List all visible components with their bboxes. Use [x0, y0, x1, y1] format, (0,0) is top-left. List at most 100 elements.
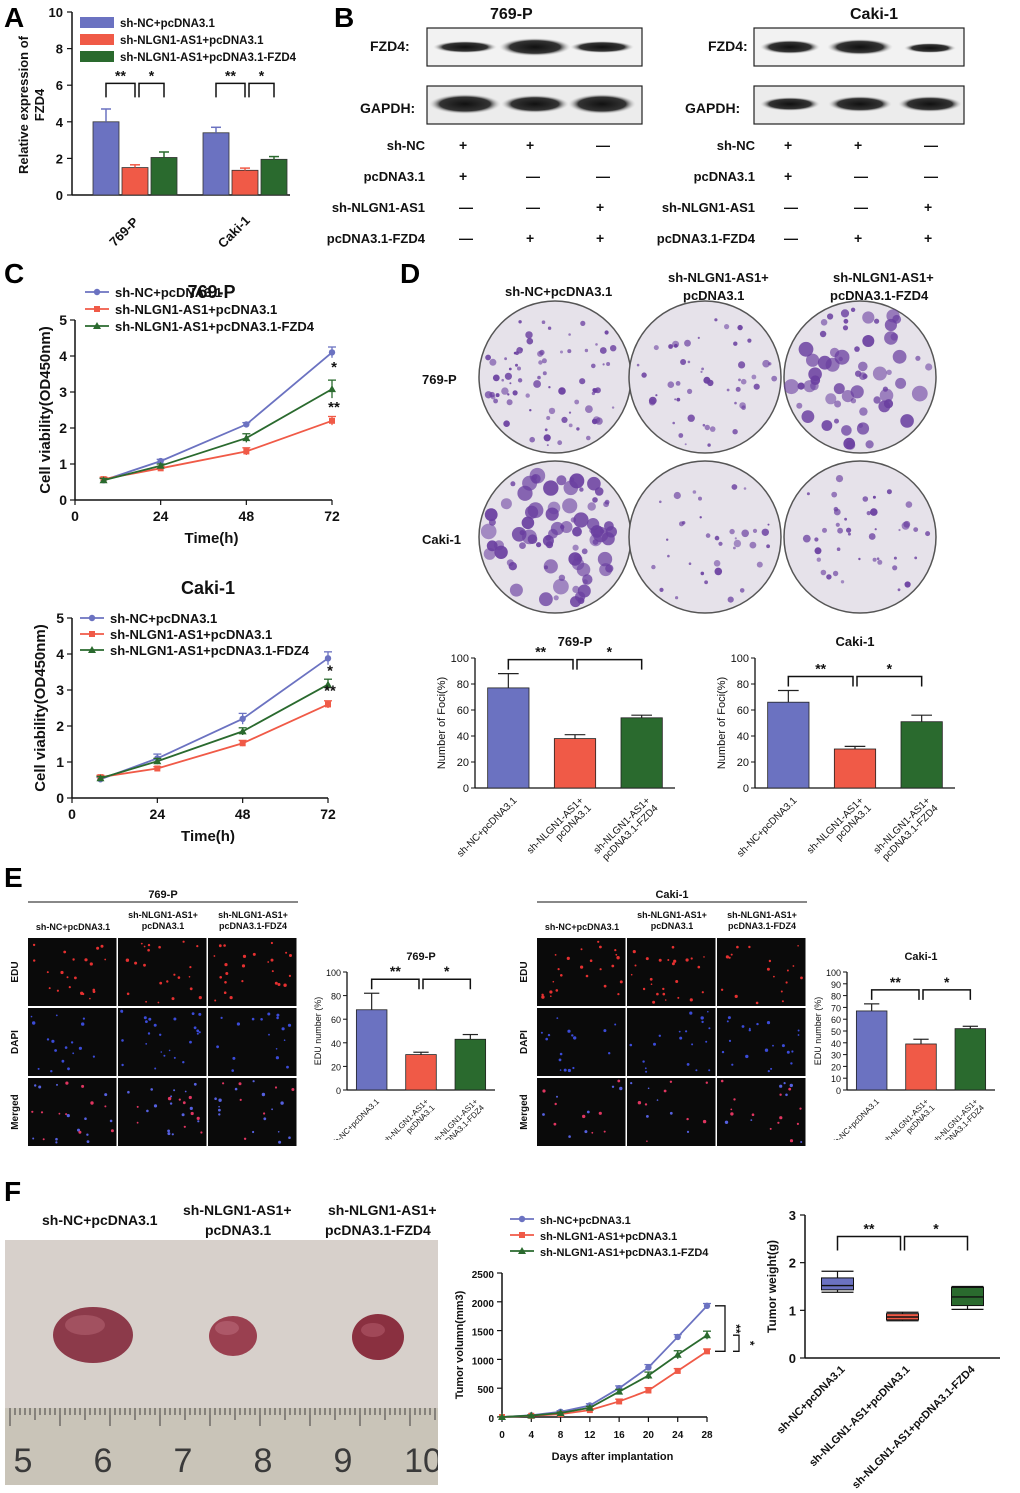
colony-spot	[822, 527, 827, 533]
a-sig-769p-1-label: **	[115, 67, 126, 83]
edu-cell-spot	[608, 1052, 611, 1055]
e1-category-label: sh-NC+pcDNA3.1	[330, 1097, 382, 1140]
e2-bar	[954, 1028, 987, 1091]
c2-y-tick-label: 5	[56, 610, 64, 626]
colony-spot	[821, 420, 833, 431]
edu-cell-spot	[689, 1011, 693, 1015]
colony-spot	[850, 307, 856, 312]
edu-cell-spot	[276, 1016, 279, 1020]
colony-spot	[840, 309, 850, 318]
e1-y-label: EDU number (%)	[313, 997, 323, 1066]
edu-cell-spot	[642, 1060, 645, 1063]
colony-spot	[582, 579, 588, 585]
e1-title: 769-P	[406, 951, 435, 963]
blot-row-mark: —	[784, 230, 798, 246]
colony-spot	[841, 425, 852, 436]
colony-spot	[679, 521, 684, 527]
edu-cell-spot	[586, 1110, 590, 1114]
colony-spot	[870, 508, 878, 516]
blot-row-label: pcDNA3.1-FZD4	[656, 231, 755, 246]
edu-cell-spot	[797, 945, 799, 947]
edu-cell-spot	[241, 980, 244, 983]
colony-spot	[576, 427, 580, 431]
c1-title: 769-P	[187, 282, 235, 302]
edu-cell-spot	[669, 1080, 673, 1083]
colony-spot	[732, 429, 738, 435]
d2-y-tick-label: 0	[743, 783, 749, 795]
f1-x-tick-label: 4	[529, 1430, 535, 1441]
e1-sig-2-label: *	[444, 963, 450, 979]
colony-spot	[518, 320, 522, 324]
edu-cell-spot	[158, 945, 161, 949]
edu-cell-spot	[580, 965, 584, 969]
edu-cell-spot	[46, 971, 49, 974]
tumor-photograph: 5 6 7 8 9 10	[5, 1240, 438, 1485]
edu-cell-spot	[86, 1140, 90, 1143]
edu-cell-spot	[274, 981, 278, 985]
tumor-label-1: sh-NC+pcDNA3.1	[42, 1212, 158, 1228]
colony-spot	[517, 485, 533, 501]
edu-cell-spot	[182, 940, 185, 943]
blot-row-mark: +	[854, 137, 863, 153]
edu-cell-spot	[645, 1070, 648, 1073]
edu-cell-spot	[239, 1098, 242, 1101]
edu-cell-spot	[270, 958, 274, 962]
colony-spot	[900, 414, 914, 428]
colony-spot	[485, 354, 491, 361]
colony-spot	[701, 367, 704, 371]
edu-cell-spot	[642, 987, 646, 991]
edu-cell-spot	[797, 1029, 800, 1032]
f1-y-tick-label: 0	[488, 1414, 494, 1425]
edu-cell-spot	[560, 974, 563, 977]
blot-band	[898, 96, 962, 112]
blot-row-mark: +	[924, 199, 933, 215]
d2-bar	[900, 721, 943, 789]
d1-y-tick-label: 0	[463, 783, 469, 795]
edu-cell-spot	[30, 1015, 33, 1018]
c2-point	[239, 715, 246, 722]
edu-cell-spot	[261, 1092, 266, 1097]
colony-spot	[819, 330, 827, 338]
edu-cell-spot	[32, 1137, 35, 1140]
edu-row-label: Merged	[519, 1094, 530, 1130]
c2-y-tick-label: 4	[56, 646, 64, 662]
edu-cell-spot	[104, 1093, 108, 1097]
ruler-number: 10	[404, 1442, 438, 1480]
edu-cell-spot	[196, 1032, 199, 1035]
colony-spot	[526, 337, 534, 345]
c1-y-tick-label: 5	[59, 312, 67, 328]
panel-b-western-blot: 769-P Caki-1 FZD4: GAPDH: FZD4: GAPDH: s…	[327, 0, 1020, 250]
colony-spot	[560, 387, 563, 390]
edu-cell-spot	[671, 962, 675, 966]
colony-spot	[834, 418, 839, 424]
a-legend-label: sh-NLGN1-AS1+pcDNA3.1-FZD4	[120, 52, 297, 64]
c2-legend-label: sh-NLGN1-AS1+pcDNA3.1	[110, 627, 272, 642]
blot-row-mark: —	[459, 230, 473, 246]
colony-spot	[605, 564, 614, 573]
c2-legend-label: sh-NLGN1-AS1+pcDNA3.1-FDZ4	[110, 643, 310, 658]
colony-spot	[862, 373, 868, 379]
colony-spot	[562, 498, 578, 514]
colony-spot	[653, 345, 659, 351]
colony-spot	[546, 444, 549, 447]
colony-spot	[587, 502, 596, 511]
colony-spot	[602, 363, 605, 366]
colony-spot	[667, 381, 675, 388]
edu-cell-spot	[153, 1104, 158, 1108]
edu-cell-spot	[232, 1056, 236, 1060]
edu-cell-spot	[727, 1016, 731, 1020]
colony-spot	[529, 436, 535, 443]
edu-cell-spot	[171, 997, 175, 1001]
edu-cell-spot	[705, 1040, 708, 1043]
edu-cell-spot	[56, 1083, 58, 1086]
e2-category-label: sh-NC+pcDNA3.1	[830, 1097, 882, 1140]
colony-spot	[700, 370, 703, 373]
edu-cell-spot	[721, 1050, 725, 1054]
edu-cell-spot	[168, 1049, 171, 1052]
panel-a-bar-chart: 0 2 4 6 8 10 Relative expression of FZD4 769-P Ca…	[16, 5, 297, 251]
edu-group-title: Caki-1	[655, 889, 688, 901]
edu-cell-spot	[196, 945, 199, 948]
edu-cell-spot	[183, 1125, 186, 1128]
edu-cell-spot	[214, 1097, 217, 1100]
blot-row-label: pcDNA3.1	[363, 169, 425, 184]
